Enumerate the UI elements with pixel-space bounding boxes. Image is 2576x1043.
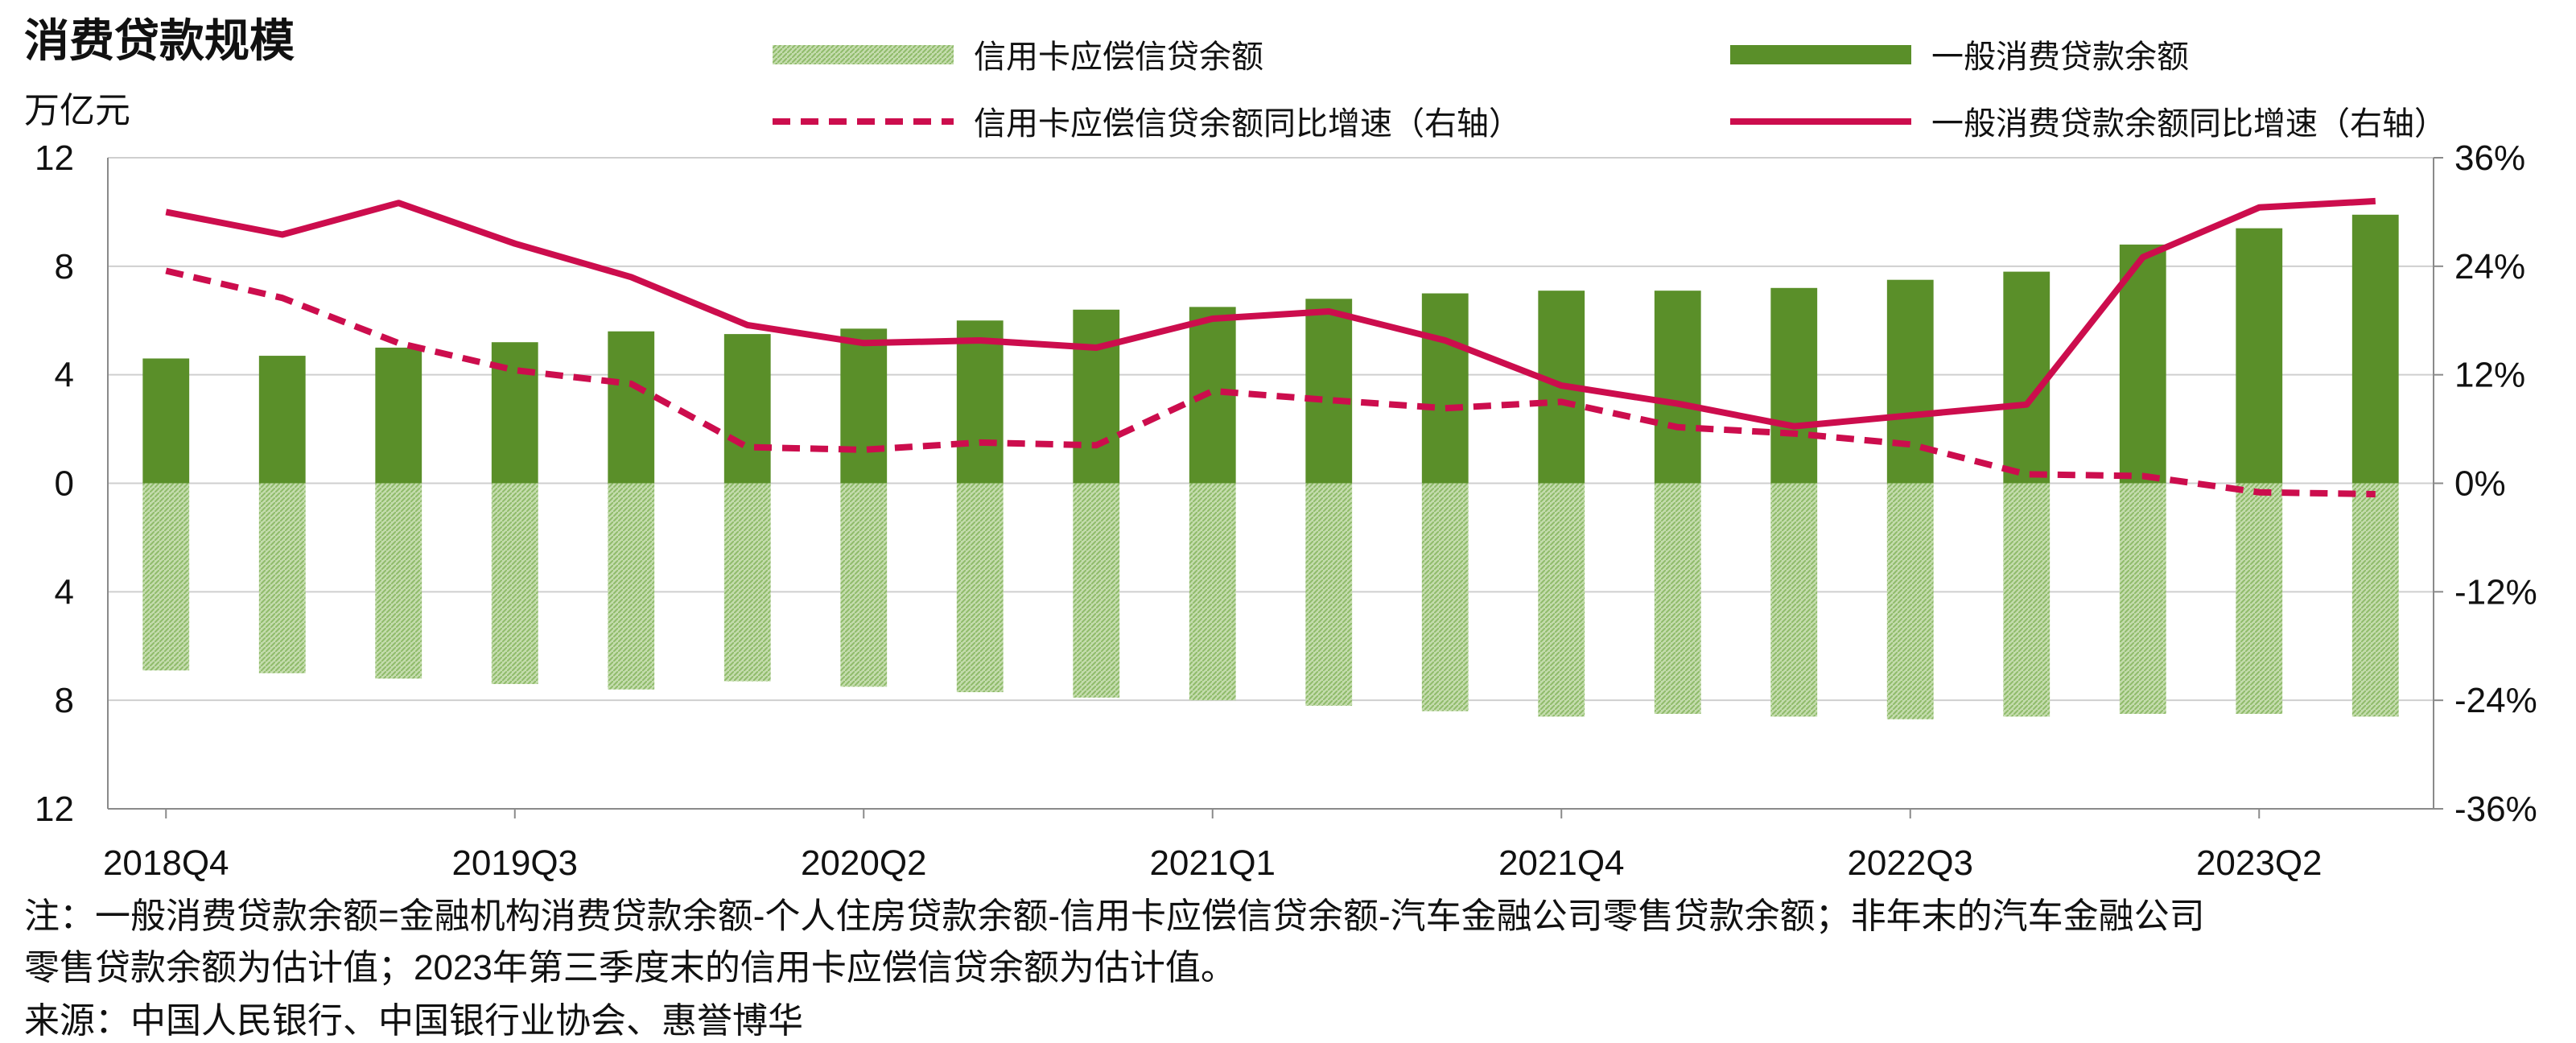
credit-card-bar: [2236, 483, 2283, 715]
growth-lines: [165, 197, 2376, 497]
general-loan-bar: [956, 320, 1004, 484]
note-line-2: 零售贷款余额为估计值；2023年第三季度末的信用卡应偿信贷余额为估计值。: [24, 948, 1236, 987]
left-tick-label: 0: [55, 464, 74, 504]
chart-title: 消费贷款规模: [24, 15, 295, 66]
left-tick-label: 12: [35, 789, 74, 829]
x-tick-label: 2022Q3: [1847, 843, 1973, 883]
credit-card-bars: [142, 483, 2399, 719]
left-axis-tick-labels: 12 8 4 0 4 8 12: [35, 138, 74, 829]
x-tick-label: 2021Q1: [1149, 843, 1276, 883]
right-tick-label: 0%: [2454, 464, 2506, 504]
credit-card-bar: [258, 483, 306, 674]
general-loan-bar: [258, 356, 306, 484]
general-loan-bar: [1073, 309, 1120, 484]
left-tick-label: 12: [35, 138, 74, 178]
left-tick-label: 4: [55, 356, 74, 395]
general-loan-bars: [142, 214, 2399, 484]
credit-card-bar: [142, 483, 190, 671]
axes: [107, 157, 2443, 818]
x-tick-label: 2018Q4: [103, 843, 229, 883]
left-tick-label: 4: [55, 572, 74, 612]
credit-card-bar: [723, 483, 771, 682]
general-loan-bar: [1654, 291, 1701, 484]
credit-card-bar: [375, 483, 422, 679]
credit-card-bar: [1886, 483, 1934, 719]
general-loan-bar: [1770, 287, 1818, 484]
left-tick-label: 8: [55, 681, 74, 720]
right-tick-label: 12%: [2454, 356, 2525, 395]
credit-card-bar: [1770, 483, 1818, 717]
x-tick-label: 2020Q2: [801, 843, 927, 883]
general-loan-bar: [1421, 293, 1469, 484]
x-tick-label: 2019Q3: [451, 843, 578, 883]
credit-card-bar: [491, 483, 538, 684]
credit-card-bar: [1305, 483, 1353, 706]
general-loan-bar: [1886, 279, 1934, 484]
general-loan-bar: [723, 334, 771, 484]
general-loan-bar: [2003, 271, 2050, 484]
credit-card-bar: [2351, 483, 2399, 717]
right-tick-label: -12%: [2454, 572, 2537, 612]
general-loan-bar: [375, 347, 422, 484]
x-axis-tick-labels: 2018Q4 2019Q3 2020Q2 2021Q1 2021Q4 2022Q3 2023…: [103, 843, 2323, 883]
legend-label: 一般消费贷款余额同比增速（右轴）: [1931, 106, 2446, 142]
note-line-1: 注：一般消费贷款余额=金融机构消费贷款余额-个人住房贷款余额-信用卡应偿信贷余额…: [24, 897, 2205, 936]
general-loan-bar: [608, 331, 655, 484]
right-axis-tick-labels: 36% 24% 12% 0% -12% -24% -36%: [2454, 138, 2537, 829]
gridlines: [108, 157, 2434, 810]
general-loan-bar: [840, 328, 888, 484]
credit-card-bar: [1421, 483, 1469, 711]
general-loan-bar: [2351, 214, 2399, 484]
legend-label: 一般消费贷款余额: [1931, 39, 2189, 75]
credit-card-bar: [2119, 483, 2166, 715]
credit-card-bar: [1189, 483, 1236, 701]
x-tick-label: 2023Q2: [2196, 843, 2323, 883]
right-tick-label: 24%: [2454, 247, 2525, 287]
credit-card-bar: [1654, 483, 1701, 715]
left-tick-label: 8: [55, 247, 74, 287]
credit-card-bar: [608, 483, 655, 690]
general-loan-bar: [142, 358, 190, 484]
general-loan-growth-line: [165, 197, 2376, 430]
credit-card-bar: [1073, 483, 1120, 698]
right-tick-label: 36%: [2454, 138, 2525, 178]
legend-swatch: [773, 45, 954, 64]
left-axis-unit: 万亿元: [24, 91, 130, 130]
credit-card-bar: [1538, 483, 1585, 717]
credit-card-bar: [956, 483, 1004, 693]
legend-label: 信用卡应偿信贷余额同比增速（右轴）: [974, 106, 1521, 142]
source-line: 来源：中国人民银行、中国银行业协会、惠誉博华: [24, 1001, 803, 1041]
general-loan-bar: [2236, 228, 2283, 484]
x-tick-label: 2021Q4: [1498, 843, 1625, 883]
general-loan-bar: [1305, 299, 1353, 484]
legend-swatch: [1730, 45, 1911, 64]
legend-label: 信用卡应偿信贷余额: [974, 39, 1263, 75]
credit-card-bar: [2003, 483, 2050, 717]
credit-card-growth-line: [165, 267, 2376, 497]
right-tick-label: -24%: [2454, 681, 2537, 720]
general-loan-bar: [2119, 244, 2166, 484]
right-tick-label: -36%: [2454, 789, 2537, 829]
credit-card-bar: [840, 483, 888, 687]
